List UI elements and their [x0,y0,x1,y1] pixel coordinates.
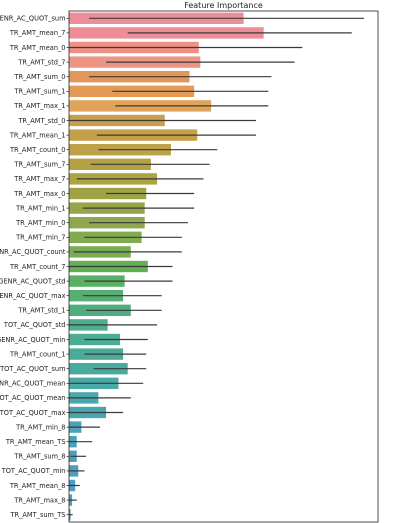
axes-frame [68,10,379,523]
y-tick-label: TR_AMT_mean_1 [9,131,66,139]
y-tick-label: TR_AMT_mean_TS [5,438,66,446]
y-tick-label: TR_AMT_max_8 [13,496,65,504]
error-bars-layer [69,17,365,516]
y-tick-label: TR_AMT_max_1 [13,102,65,110]
y-tick-label: TR_AMT_sum_7 [14,161,66,169]
y-tick-label: TR_AMT_max_0 [13,190,65,198]
y-tick-label: GENR_AC_QUOT_sum [0,15,66,23]
y-tick-label: GENR_AC_QUOT_std [0,277,66,285]
y-tick-label: TR_AMT_std_0 [17,117,65,125]
y-tick-label: TR_AMT_min_8 [15,423,65,431]
y-tick-label: GENR_AC_QUOT_mean [0,380,66,388]
y-tick-label: GENR_AC_QUOT_count [0,248,66,256]
chart-title: Feature Importance [184,1,263,10]
y-tick-label: TR_AMT_min_0 [15,219,65,227]
y-tick-label: TR_AMT_min_7 [15,234,65,242]
y-tick-label: TOT_AC_QUOT_max [0,409,66,417]
y-tick-label: TOT_AC_QUOT_mean [0,394,66,402]
y-tick-label: TR_AMT_sum_1 [14,88,66,96]
y-tick-label: TR_AMT_sum_8 [14,453,66,461]
y-tick-label: TR_AMT_mean_7 [9,29,66,37]
y-tick-label: TOT_AC_QUOT_sum [0,365,66,373]
y-tick-label: TR_AMT_std_1 [17,307,65,315]
y-tick-label: TOT_AC_QUOT_std [3,321,66,329]
y-tick-label: GENR_AC_QUOT_min [0,336,66,344]
y-tick-label: TR_AMT_std_7 [17,58,65,66]
y-tick-label: TR_AMT_sum_0 [14,73,66,81]
y-tick-label: TR_AMT_sum_TS [10,511,66,519]
y-tick-label: GENR_AC_QUOT_max [0,292,66,300]
y-tick-label: TR_AMT_count_1 [9,350,66,358]
y-tick-label: TR_AMT_mean_0 [9,44,66,52]
y-tick-label: TR_AMT_max_7 [13,175,65,183]
y-tick-label: TR_AMT_min_1 [15,204,65,212]
y-tick-label: TR_AMT_mean_8 [9,482,66,490]
y-tick-label: TOT_AC_QUOT_min [1,467,66,475]
y-tick-label: TR_AMT_count_7 [9,263,66,271]
y-tick-labels: GENR_AC_QUOT_sum TR_AMT_mean_7 TR_AMT_mean… [0,15,69,519]
y-tick-label: TR_AMT_count_0 [9,146,66,154]
